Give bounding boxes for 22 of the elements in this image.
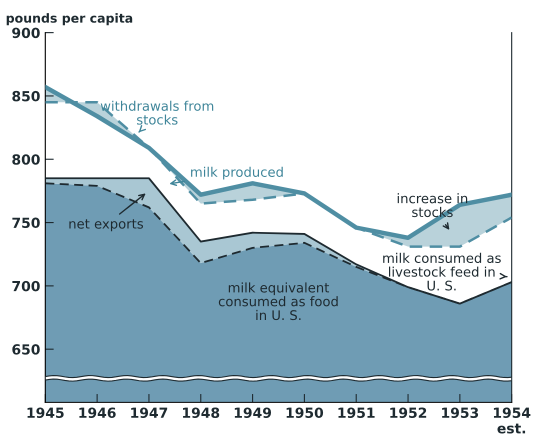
x-tick-label: 1949	[234, 407, 272, 418]
y-tick-label: 650	[12, 344, 40, 355]
x-tick-label: 1948	[183, 407, 220, 418]
annotation: milk produced	[191, 166, 283, 180]
annotation: withdrawals from stocks	[100, 100, 214, 125]
y-tick-label: 900	[12, 28, 40, 38]
x-tick-label: 1954 est.	[494, 407, 530, 434]
x-tick-label: 1945	[28, 407, 64, 418]
y-tick-label: 850	[12, 90, 40, 102]
annotation: milk consumed as livestock feed in U. S.	[383, 252, 501, 291]
y-axis-title: pounds per capita	[6, 13, 132, 26]
x-tick-label: 1946	[79, 407, 116, 418]
x-tick-label: 1952	[390, 407, 426, 418]
x-tick-label: 1951	[338, 407, 375, 418]
x-tick-label: 1953	[442, 407, 478, 418]
x-tick-label: 1947	[131, 407, 168, 418]
y-tick-label: 700	[12, 280, 40, 292]
annotation: milk equivalent consumed as food in U. S.	[218, 282, 338, 320]
y-tick-label: 750	[12, 218, 40, 228]
annotation: net exports	[69, 219, 144, 232]
y-tick-label: 800	[12, 154, 40, 165]
x-tick-label: 1950	[286, 407, 324, 418]
